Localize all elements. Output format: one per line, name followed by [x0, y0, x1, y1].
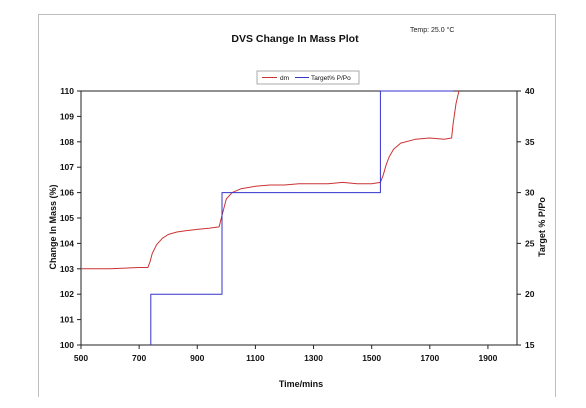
y-axis-left: 100 101 102 103 104 105 106 107 108 109 110 — [60, 86, 81, 350]
temperature-annotation: Temp: 25.0 °C — [410, 26, 454, 34]
y-tick-label: 105 — [60, 213, 74, 223]
chart-title: DVS Change In Mass Plot — [231, 33, 359, 45]
y-tick-label: 107 — [60, 162, 74, 172]
y2-tick-label: 25 — [525, 238, 535, 248]
y2-tick-label: 40 — [525, 86, 535, 96]
series-line-dm — [81, 90, 460, 270]
x-tick-label: 700 — [132, 353, 146, 363]
y-tick-label: 108 — [60, 137, 74, 147]
y-tick-label: 100 — [60, 340, 74, 350]
y-tick-label: 103 — [60, 264, 74, 274]
x-tick-label: 1900 — [478, 353, 497, 363]
x-tick-label: 1100 — [246, 353, 265, 363]
y-tick-label: 101 — [60, 315, 74, 325]
legend-label-target: Target% P/Po — [311, 75, 351, 82]
y-tick-label: 106 — [60, 188, 74, 198]
x-tick-label: 1300 — [304, 353, 323, 363]
y-tick-label: 104 — [60, 238, 74, 248]
y-tick-label: 110 — [60, 86, 74, 96]
y-tick-label: 102 — [60, 289, 74, 299]
y2-tick-label: 35 — [525, 137, 535, 147]
y2-tick-label: 30 — [525, 188, 535, 198]
x-tick-label: 500 — [74, 353, 88, 363]
y-axis-label: Change In Mass (%) — [48, 184, 58, 269]
series-layer — [81, 90, 460, 345]
legend: dm Target% P/Po — [256, 70, 360, 85]
series-line-target — [150, 90, 454, 345]
x-tick-label: 1500 — [362, 353, 381, 363]
y2-axis-label: Target % P/Po — [537, 197, 547, 257]
x-tick-label: 1700 — [420, 353, 439, 363]
x-axis: 500 700 900 1100 1300 1500 1700 1900 — [74, 345, 498, 363]
y-axis-right: 15 20 25 30 35 40 — [517, 86, 535, 350]
chart-area: DVS Change In Mass Plot Temp: 25.0 °C dm… — [38, 14, 556, 397]
y2-tick-label: 20 — [525, 289, 535, 299]
plot-frame — [80, 90, 518, 346]
legend-label-dm: dm — [280, 75, 289, 82]
y-tick-label: 109 — [60, 111, 74, 121]
y2-tick-label: 15 — [525, 340, 535, 350]
x-axis-label: Time/mins — [279, 379, 323, 389]
x-tick-label: 900 — [190, 353, 204, 363]
dvs-chart: DVS Change In Mass Plot Temp: 25.0 °C dm… — [48, 26, 547, 389]
